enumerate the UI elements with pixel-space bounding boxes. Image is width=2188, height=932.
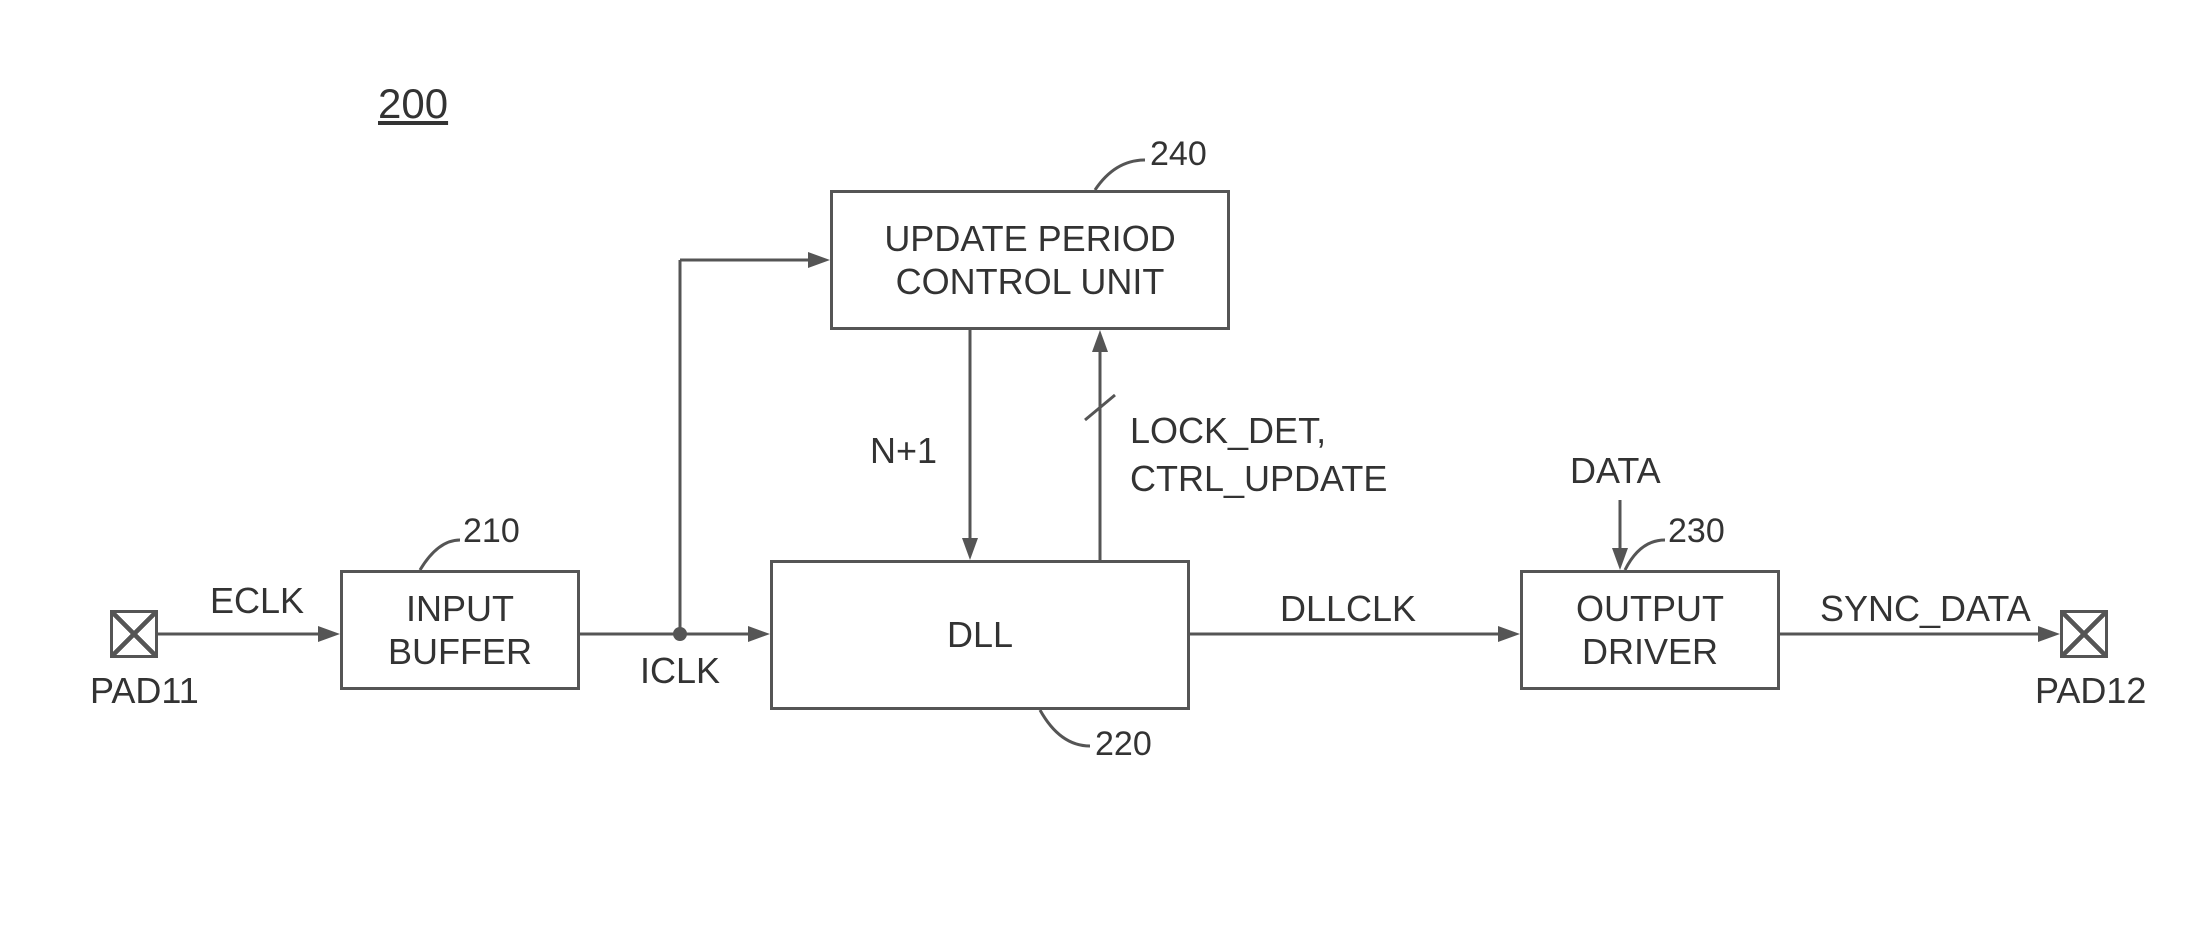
diagram-ref-number: 200	[378, 80, 448, 128]
connector-lines	[0, 0, 2188, 932]
pad11-symbol	[110, 610, 158, 658]
update-period-control-label: UPDATE PERIOD CONTROL UNIT	[884, 217, 1175, 303]
input-buffer-label: INPUT BUFFER	[388, 587, 532, 673]
signal-ctrl-update: CTRL_UPDATE	[1130, 458, 1387, 500]
ref-220: 220	[1095, 725, 1152, 764]
signal-eclk: ECLK	[210, 580, 304, 622]
ref-240: 240	[1150, 135, 1207, 174]
ref-230: 230	[1668, 512, 1725, 551]
signal-lock-det: LOCK_DET,	[1130, 410, 1326, 452]
signal-data: DATA	[1570, 450, 1661, 492]
input-buffer-block: INPUT BUFFER	[340, 570, 580, 690]
output-driver-block: OUTPUT DRIVER	[1520, 570, 1780, 690]
update-period-control-block: UPDATE PERIOD CONTROL UNIT	[830, 190, 1230, 330]
output-driver-label: OUTPUT DRIVER	[1576, 587, 1724, 673]
block-diagram: 200 PAD11 PAD12 INPUT BUFFER DLL OUTPUT …	[0, 0, 2188, 932]
signal-n-plus-1: N+1	[870, 430, 937, 472]
pad12-label: PAD12	[2035, 670, 2146, 712]
dll-block: DLL	[770, 560, 1190, 710]
ref-210: 210	[463, 512, 520, 551]
signal-dllclk: DLLCLK	[1280, 588, 1416, 630]
signal-sync-data: SYNC_DATA	[1820, 588, 2031, 630]
pad11-label: PAD11	[90, 670, 199, 712]
pad12-symbol	[2060, 610, 2108, 658]
dll-label: DLL	[947, 613, 1013, 656]
signal-iclk: ICLK	[640, 650, 720, 692]
